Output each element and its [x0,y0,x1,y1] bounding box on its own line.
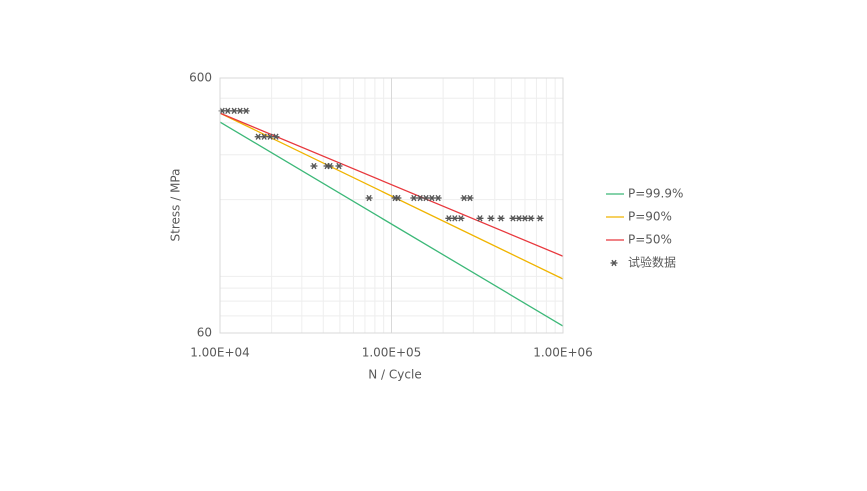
data-point [428,194,436,202]
data-point [521,215,529,222]
data-point [536,215,544,222]
plot-border [219,77,564,334]
data-point [236,107,244,115]
data-point [394,194,402,202]
data-point [497,215,505,222]
y-tick-label: 600 [189,71,212,85]
legend-label: 试验数据 [628,255,676,270]
data-point [422,194,430,202]
data-point [515,215,523,222]
series-line [219,112,564,280]
legend-label: P=99.9% [628,187,683,201]
data-point [310,162,318,170]
legend-label: P=90% [628,210,672,224]
x-tick-label: 1.00E+05 [362,346,422,360]
data-point [487,215,495,222]
data-point [416,194,424,202]
data-point [410,194,418,202]
data-point [326,162,334,170]
data-point [466,194,474,202]
data-point [266,133,274,140]
data-point [460,194,468,202]
x-tick-label: 1.00E+04 [190,346,250,360]
data-point [254,133,262,140]
data-point [527,215,535,222]
x-axis-title: N / Cycle [368,368,421,382]
data-point [457,215,465,222]
x-tick-label: 1.00E+06 [533,346,593,360]
data-point [260,133,268,140]
data-point [476,215,484,222]
data-point [335,162,343,170]
data-point [509,215,517,222]
y-tick-label: 60 [197,326,212,340]
data-point [230,107,238,115]
data-point [445,215,453,222]
data-point [451,215,459,222]
data-point [365,194,373,202]
y-axis-title: Stress / MPa [169,169,183,242]
data-point [434,194,442,202]
data-point [224,107,232,115]
legend-label: P=50% [628,233,672,247]
data-point [272,133,280,140]
series-line [219,121,564,327]
data-point [242,107,250,115]
legend-marker [610,259,618,267]
